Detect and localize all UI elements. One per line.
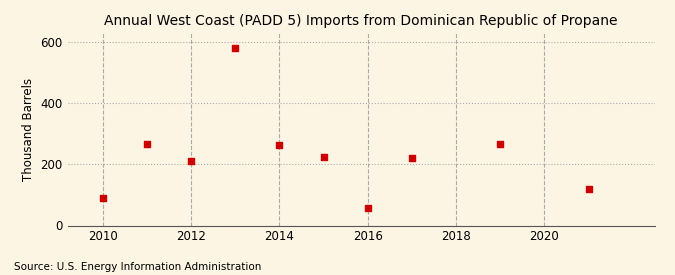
- Point: [97, 196, 108, 200]
- Point: [406, 155, 417, 160]
- Y-axis label: Thousand Barrels: Thousand Barrels: [22, 78, 35, 181]
- Point: [230, 46, 241, 51]
- Point: [142, 141, 153, 146]
- Point: [186, 159, 196, 164]
- Point: [583, 187, 594, 191]
- Point: [362, 206, 373, 210]
- Text: Source: U.S. Energy Information Administration: Source: U.S. Energy Information Administ…: [14, 262, 261, 272]
- Point: [274, 143, 285, 148]
- Point: [495, 141, 506, 146]
- Title: Annual West Coast (PADD 5) Imports from Dominican Republic of Propane: Annual West Coast (PADD 5) Imports from …: [105, 14, 618, 28]
- Point: [318, 155, 329, 159]
